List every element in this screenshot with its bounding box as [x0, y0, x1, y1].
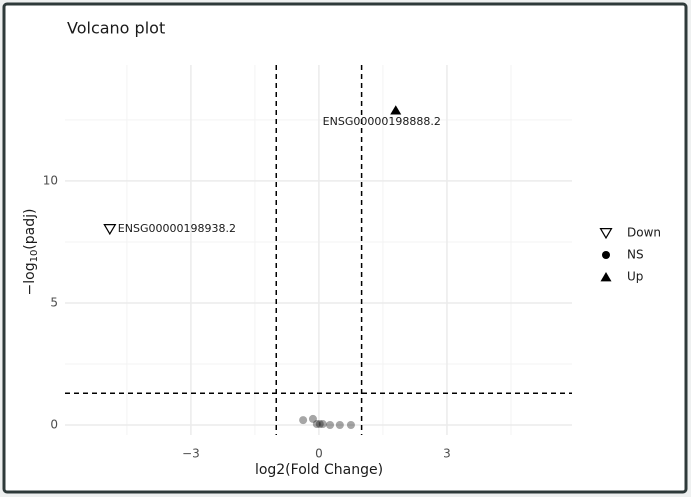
legend-marker	[600, 272, 612, 282]
point	[315, 420, 324, 429]
x-tick-label: 0	[315, 447, 323, 461]
x-axis-label: log2(Fold Change)	[255, 462, 383, 478]
point	[326, 420, 335, 429]
y-tick-label: 0	[50, 417, 58, 431]
legend-label: NS	[627, 248, 644, 262]
chart-title: Volcano plot	[67, 19, 165, 38]
x-tick-label: 3	[443, 447, 451, 461]
legend-marker	[599, 228, 613, 240]
y-label-part: (padj)	[22, 209, 38, 250]
point-label: ENSG00000198888.2	[323, 115, 441, 128]
x-tick-label: −3	[182, 447, 200, 461]
legend-label: Down	[627, 226, 661, 240]
point	[299, 416, 308, 425]
point	[346, 420, 355, 429]
point	[390, 105, 402, 115]
point	[308, 414, 317, 423]
point	[318, 420, 327, 429]
point	[312, 420, 321, 429]
legend-label: Up	[627, 270, 643, 284]
y-label-sub: 10	[29, 250, 40, 263]
point	[335, 420, 344, 429]
y-tick-label: 5	[50, 295, 58, 309]
legend-marker	[602, 251, 610, 259]
point-label: ENSG00000198938.2	[118, 222, 236, 235]
point	[103, 224, 117, 236]
y-label-part: −log	[22, 262, 38, 295]
y-tick-label: 10	[43, 173, 58, 187]
y-axis-label: −log10(padj)	[22, 209, 40, 296]
